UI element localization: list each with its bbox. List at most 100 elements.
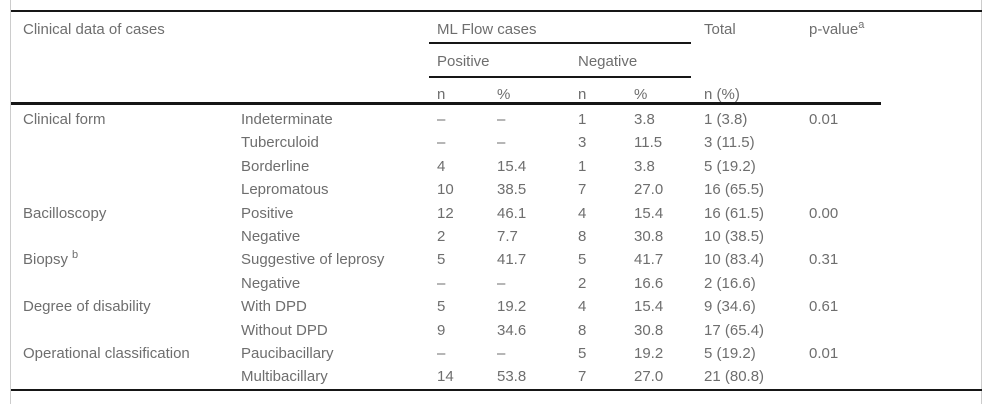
pvalue-header: p-valuea xyxy=(809,19,865,39)
cell-total: 10 (38.5) xyxy=(704,228,765,245)
cell-positive-pct: – xyxy=(497,345,506,362)
clinical-data-table: Clinical data of cases ML Flow cases Tot… xyxy=(10,0,982,404)
cell-negative-pct: 30.8 xyxy=(634,321,664,339)
cell-negative-pct: 41.7 xyxy=(634,251,664,269)
cell-total: 5 (19.2) xyxy=(704,345,756,362)
cell-positive-n: 2 xyxy=(437,228,446,245)
table-row: Clinical form Indeterminate – – 1 3.8 1 (3.8) 0… xyxy=(11,108,983,131)
cell-negative-pct: 19.2 xyxy=(634,345,664,362)
cell-total: 3 (11.5) xyxy=(704,134,755,152)
cell-total: 1 (3.8) xyxy=(704,111,748,128)
cell-positive-n: 10 xyxy=(437,181,454,199)
cell-total: 21 (80.8) xyxy=(704,368,765,386)
cell-negative-n: 5 xyxy=(578,345,587,362)
cell-total: 5 (19.2) xyxy=(704,157,756,175)
table-row: Multibacillary 14 53.8 7 27.0 21 (80.8) xyxy=(11,365,983,388)
cell-positive-n: 12 xyxy=(437,204,454,222)
cell-pvalue: 0.00 xyxy=(809,204,839,222)
cell-positive-n: – xyxy=(437,274,446,292)
row-category-label: Borderline xyxy=(241,157,310,175)
mlflow-cases-header: ML Flow cases xyxy=(437,21,537,38)
row-category-label: Negative xyxy=(241,274,301,292)
cell-negative-pct: 3.8 xyxy=(634,157,655,175)
cell-negative-pct: 27.0 xyxy=(634,368,664,386)
cell-negative-pct: 15.4 xyxy=(634,298,664,316)
total-header: Total xyxy=(704,21,736,38)
negative-pct-header: % xyxy=(634,86,648,103)
cell-negative-n: 1 xyxy=(578,157,587,175)
row-category-label: Suggestive of leprosy xyxy=(241,251,385,269)
table-row: Operational classification Paucibacillary… xyxy=(11,342,983,365)
cell-positive-pct: – xyxy=(497,134,506,152)
cell-positive-pct: 15.4 xyxy=(497,157,527,175)
table-row: Degree of disability With DPD 5 19.2 4 15.4 9 … xyxy=(11,295,983,318)
cell-negative-pct: 15.4 xyxy=(634,204,664,222)
positive-subheader: Positive xyxy=(437,53,490,70)
table-row: Negative – – 2 16.6 2 (16.6) xyxy=(11,272,983,295)
negative-n-header: n xyxy=(578,86,587,103)
table-title-cell: Clinical data of cases xyxy=(23,21,165,38)
cell-negative-pct: 30.8 xyxy=(634,228,664,245)
cell-positive-pct: 53.8 xyxy=(497,368,527,386)
cell-negative-n: 1 xyxy=(578,111,587,128)
positive-n-header: n xyxy=(437,86,446,103)
cell-negative-n: 4 xyxy=(578,204,587,222)
negative-subheader: Negative xyxy=(578,53,638,70)
cell-negative-pct: 27.0 xyxy=(634,181,664,199)
cell-positive-pct: 38.5 xyxy=(497,181,527,199)
cell-positive-n: 5 xyxy=(437,251,446,269)
row-category-label: Indeterminate xyxy=(241,111,333,128)
cell-total: 17 (65.4) xyxy=(704,321,765,339)
cell-pvalue: 0.01 xyxy=(809,111,839,128)
table-row: Tuberculoid – – 3 11.5 3 (11.5) xyxy=(11,131,983,154)
row-category-label: Tuberculoid xyxy=(241,134,319,152)
cell-positive-pct: 46.1 xyxy=(497,204,527,222)
cell-negative-n: 8 xyxy=(578,321,587,339)
row-group-label: Operational classification xyxy=(23,345,190,362)
cell-positive-pct: – xyxy=(497,111,506,128)
cell-positive-n: – xyxy=(437,111,446,128)
cell-pvalue: 0.01 xyxy=(809,345,839,362)
row-category-label: Lepromatous xyxy=(241,181,329,199)
cell-total: 10 (83.4) xyxy=(704,251,765,269)
header-body-rule xyxy=(11,102,881,105)
positive-pct-header: % xyxy=(497,86,511,103)
row-category-label: Positive xyxy=(241,204,294,222)
row-group-label: Bacilloscopy xyxy=(23,204,107,222)
row-group-label: Clinical form xyxy=(23,111,106,128)
table-row: Bacilloscopy Positive 12 46.1 4 15.4 16 (61.5)… xyxy=(11,202,983,225)
mlflow-group-underline xyxy=(429,42,691,44)
cell-negative-pct: 16.6 xyxy=(634,274,664,292)
posneg-underline xyxy=(429,76,691,78)
cell-positive-pct: 19.2 xyxy=(497,298,527,316)
row-group-label: Biopsy b xyxy=(23,249,79,269)
table-top-rule xyxy=(11,10,982,12)
cell-negative-n: 8 xyxy=(578,228,587,245)
cell-total: 2 (16.6) xyxy=(704,274,756,292)
cell-positive-n: 14 xyxy=(437,368,454,386)
table-row: Negative 2 7.7 8 30.8 10 (38.5) xyxy=(11,225,983,248)
cell-positive-n: 9 xyxy=(437,321,446,339)
pvalue-footnote-marker: a xyxy=(858,19,865,31)
group-footnote-marker: b xyxy=(72,249,79,262)
cell-pvalue: 0.31 xyxy=(809,251,839,269)
cell-negative-pct: 3.8 xyxy=(634,111,655,128)
row-category-label: Multibacillary xyxy=(241,368,328,386)
table-row: Without DPD 9 34.6 8 30.8 17 (65.4) xyxy=(11,319,983,342)
cell-negative-n: 3 xyxy=(578,134,587,152)
row-category-label: Paucibacillary xyxy=(241,345,334,362)
cell-positive-pct: 41.7 xyxy=(497,251,527,269)
cell-positive-pct: 7.7 xyxy=(497,228,518,245)
cell-negative-pct: 11.5 xyxy=(634,134,663,152)
row-category-label: Without DPD xyxy=(241,321,328,339)
total-n-pct-header: n (%) xyxy=(704,86,740,103)
cell-positive-n: 4 xyxy=(437,157,446,175)
cell-total: 9 (34.6) xyxy=(704,298,756,316)
cell-positive-n: – xyxy=(437,134,446,152)
cell-total: 16 (65.5) xyxy=(704,181,765,199)
row-group-label: Degree of disability xyxy=(23,298,151,316)
cell-negative-n: 4 xyxy=(578,298,587,316)
table-row: Biopsy b Suggestive of leprosy 5 41.7 5 41.7 10… xyxy=(11,248,983,271)
cell-positive-n: – xyxy=(437,345,446,362)
